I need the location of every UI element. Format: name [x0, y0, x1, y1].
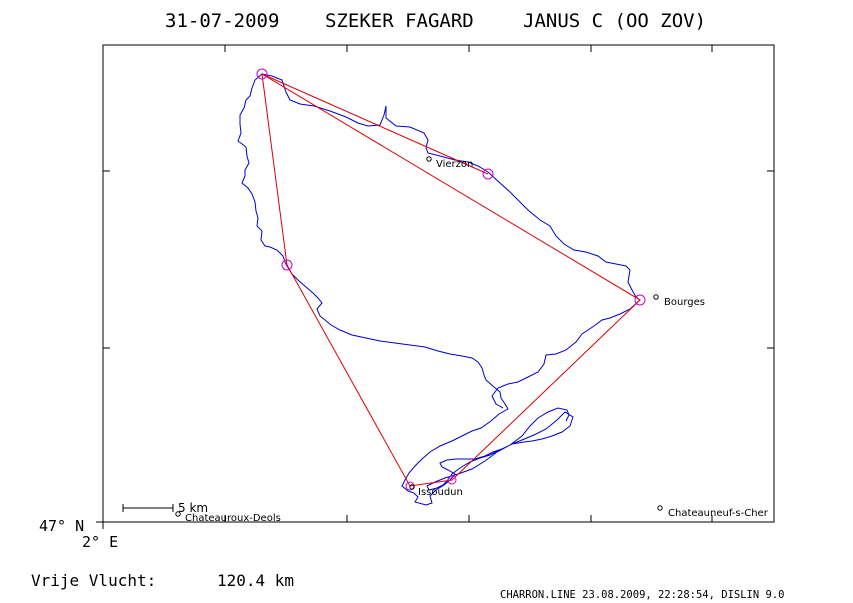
flight-date: 31-07-2009	[165, 10, 279, 32]
town-marker	[653, 294, 659, 300]
scale-bar-label: 5 km	[178, 501, 208, 515]
turnpoint-marker	[447, 475, 457, 485]
town-marker	[426, 156, 432, 162]
town-label: Issoudun	[418, 487, 463, 498]
frame-ticks	[96, 45, 774, 529]
town-marker	[657, 505, 663, 511]
turnpoint-marker	[281, 259, 293, 271]
turnpoint-marker	[256, 68, 268, 80]
turnpoints	[256, 68, 646, 491]
town-label: Chateauroux-Deols	[185, 513, 281, 524]
distance-label: Vrije Vlucht:	[31, 571, 156, 590]
town-label: Vierzon	[436, 159, 473, 170]
flight-track-north	[261, 73, 641, 409]
distance-value: 120.4 km	[217, 571, 294, 590]
pilot-names: SZEKER FAGARD	[325, 10, 474, 32]
glider-name: JANUS C (OO ZOV)	[523, 10, 706, 32]
turnpoint-marker	[634, 294, 646, 306]
towns: Vierzon Bourges Issoudun Chateauroux-Deo…	[175, 156, 769, 524]
map-frame	[102, 44, 775, 523]
town-label: Chateauneuf-s-Cher	[668, 508, 769, 519]
town-marker	[175, 511, 181, 517]
task-route	[261, 73, 641, 487]
scale-bar	[122, 504, 174, 512]
flight-track	[237, 73, 574, 506]
longitude-label: 2° E	[82, 533, 118, 551]
town-label: Bourges	[664, 297, 705, 308]
town-marker	[409, 484, 415, 490]
task-leg-north	[261, 73, 489, 175]
latitude-label: 47° N	[39, 517, 84, 535]
turnpoint-marker	[482, 168, 494, 180]
credits-line: CHARRON.LINE 23.08.2009, 22:28:54, DISLI…	[500, 589, 784, 601]
